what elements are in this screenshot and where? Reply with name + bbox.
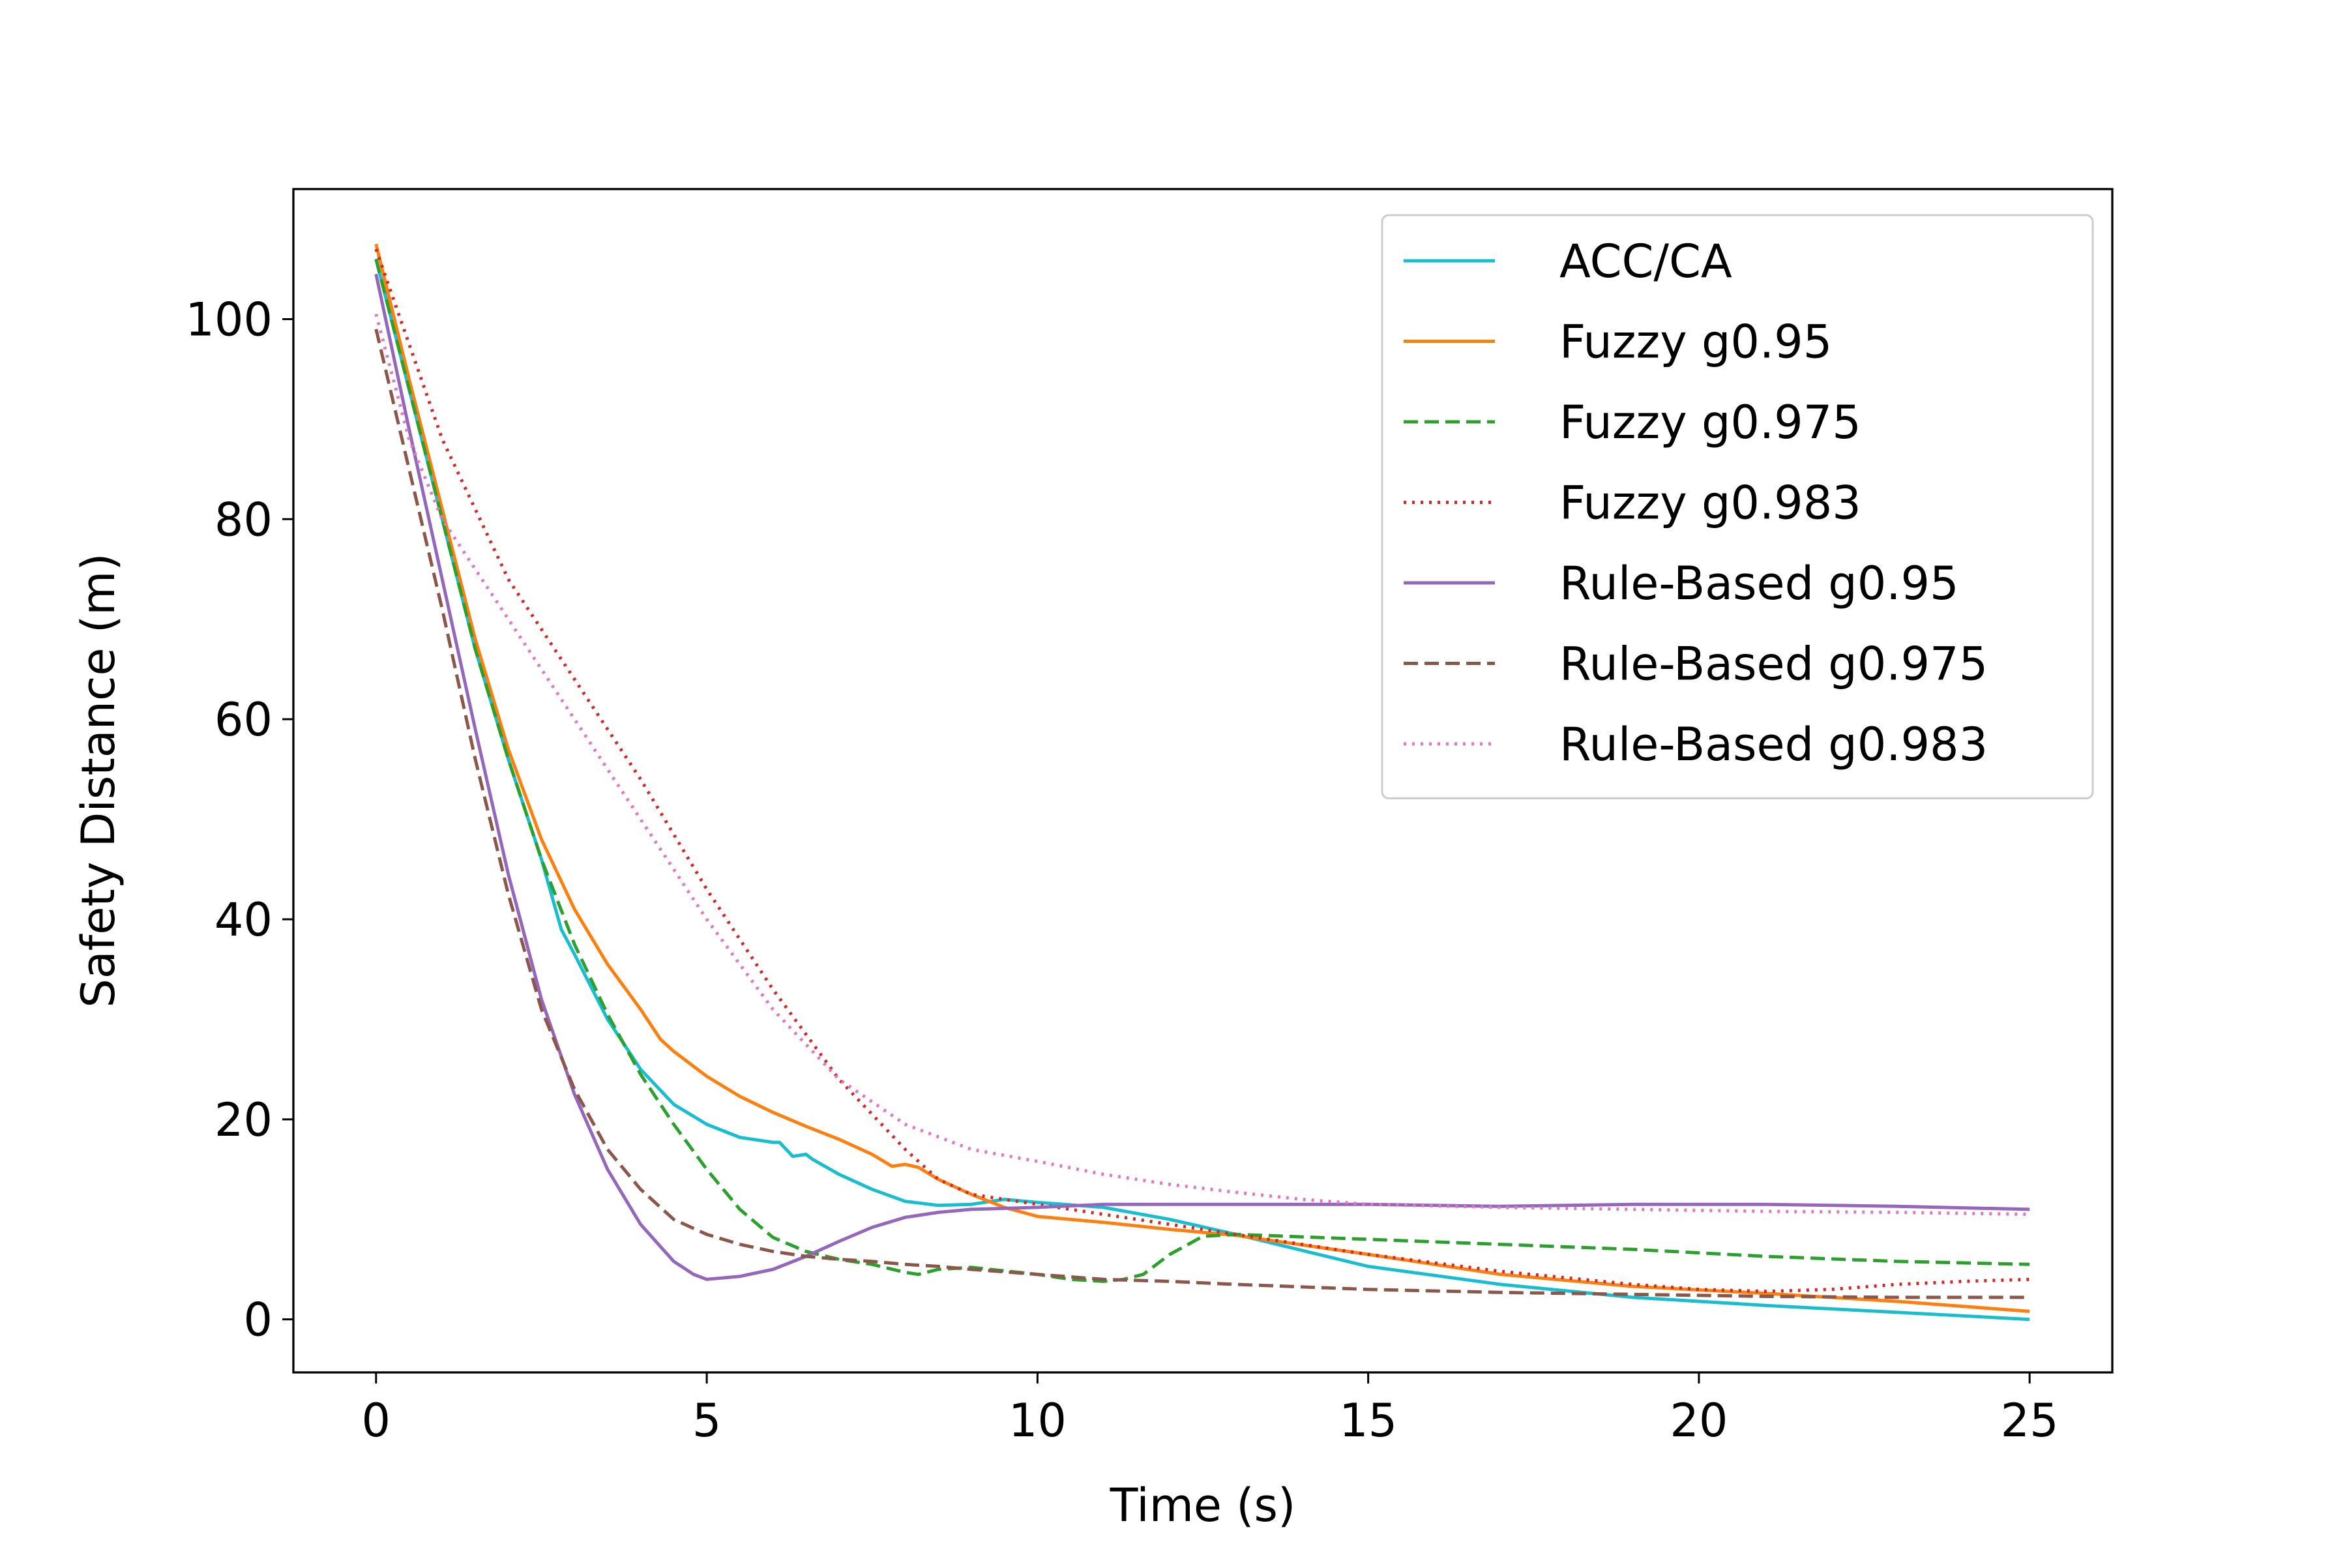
x-axis-label: Time (s) [1110, 1479, 1296, 1532]
legend-label-fuzzy-g0-983: Fuzzy g0.983 [1559, 477, 1861, 530]
series-line-acc-ca [374, 258, 2030, 1322]
y-tick-label: 0 [243, 1294, 273, 1347]
y-axis-label: Safety Distance (m) [72, 553, 125, 1007]
y-tick-label: 100 [185, 293, 273, 346]
series-line-rule-based-g0-95 [374, 273, 2030, 1281]
x-tick-label: 25 [2001, 1394, 2059, 1447]
series-line-rule-based-g0-983 [374, 314, 2030, 1217]
legend-label-fuzzy-g0-95: Fuzzy g0.95 [1559, 316, 1832, 369]
x-tick-label: 15 [1339, 1394, 1397, 1447]
legend-box [1381, 214, 2094, 799]
legend-label-rule-based-g0-95: Rule-Based g0.95 [1559, 557, 1959, 610]
x-tick-label: 10 [1009, 1394, 1067, 1447]
series-line-fuzzy-g0-95 [374, 243, 2030, 1313]
legend-label-rule-based-g0-975: Rule-Based g0.975 [1559, 638, 1988, 691]
legend: ACC/CA Fuzzy g0.95 Fuzzy g0.975 Fuzzy g0.98… [1381, 214, 2094, 799]
legend-label-acc-ca: ACC/CA [1559, 235, 1732, 288]
y-tick-label: 60 [214, 693, 273, 747]
y-tick-label: 80 [214, 493, 273, 546]
y-axis: 0 20 40 60 80 100 [185, 293, 293, 1347]
series-layer [374, 243, 2030, 1322]
series-line-fuzzy-g0-975 [374, 258, 2030, 1283]
x-tick-label: 5 [692, 1394, 722, 1447]
x-axis: 0 5 10 15 20 25 [362, 1372, 2059, 1447]
x-tick-label: 20 [1670, 1394, 1728, 1447]
series-line-rule-based-g0-975 [374, 329, 2030, 1299]
plot-frame [292, 188, 2114, 1374]
y-tick-label: 40 [214, 893, 273, 947]
legend-label-fuzzy-g0-975: Fuzzy g0.975 [1559, 396, 1861, 449]
legend-label-rule-based-g0-983: Rule-Based g0.983 [1559, 718, 1988, 771]
x-tick-label: 0 [362, 1394, 391, 1447]
y-tick-label: 20 [214, 1093, 273, 1147]
series-line-fuzzy-g0-983 [374, 248, 2030, 1294]
